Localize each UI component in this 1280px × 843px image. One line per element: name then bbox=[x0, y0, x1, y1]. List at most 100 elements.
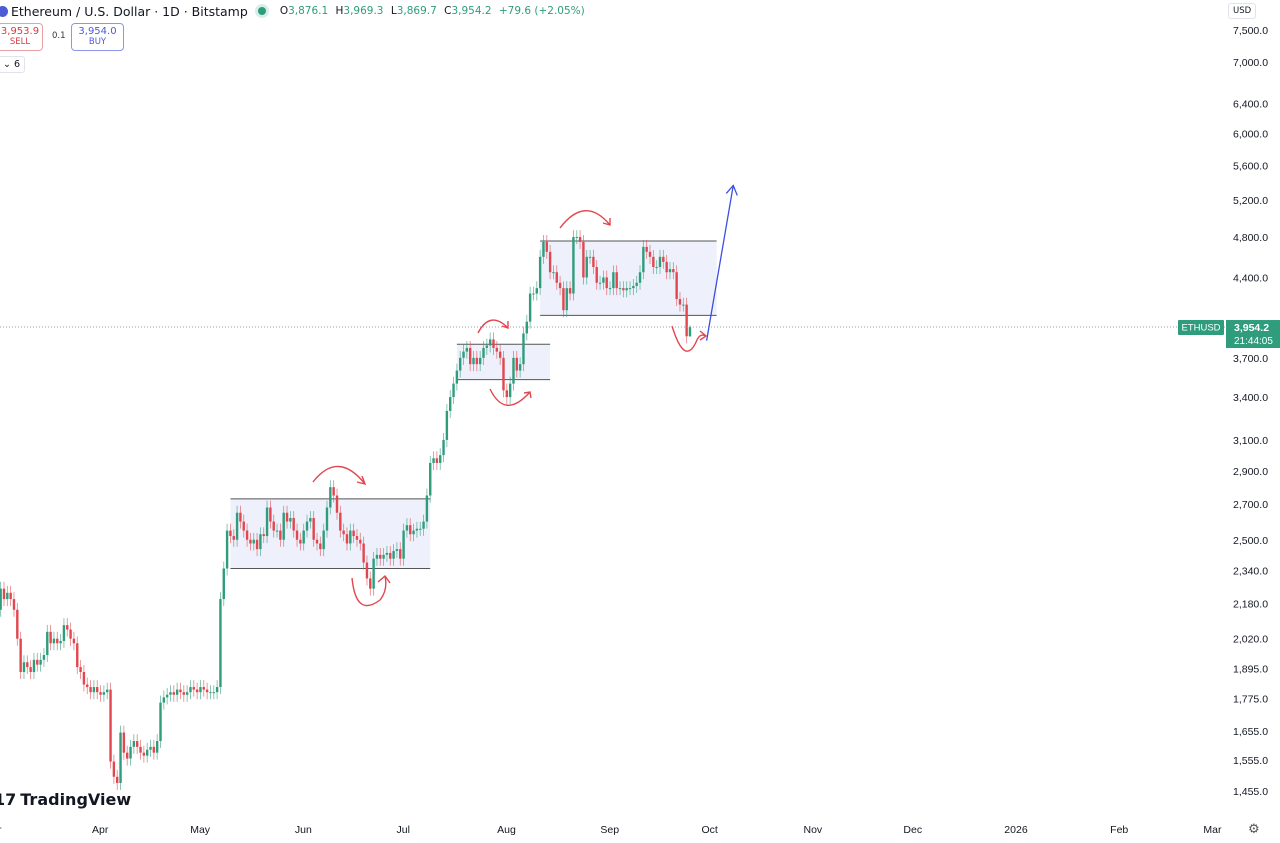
symbol-title[interactable]: Ethereum / U.S. Dollar · 1D · Bitstamp bbox=[11, 3, 248, 19]
candle-body bbox=[106, 689, 109, 693]
candle-body bbox=[615, 272, 618, 289]
candle-body bbox=[515, 357, 519, 371]
candle-body bbox=[6, 592, 9, 600]
candle-body bbox=[219, 599, 222, 688]
sell-button[interactable]: 3,953.9 SELL bbox=[0, 23, 43, 51]
candle-body bbox=[292, 518, 295, 531]
candle-body bbox=[628, 288, 632, 290]
candle-body bbox=[605, 277, 608, 289]
candle-body bbox=[419, 528, 422, 530]
candle-body bbox=[622, 288, 625, 291]
candle-body bbox=[409, 525, 412, 535]
curved-arrows bbox=[312, 210, 708, 607]
candle-body bbox=[152, 746, 156, 753]
close-label: C bbox=[444, 5, 452, 17]
candle-body bbox=[89, 687, 92, 693]
indicators-toggle[interactable]: ⌄ 6 bbox=[0, 56, 26, 73]
candle-body bbox=[445, 410, 449, 440]
currency-selector[interactable]: USD bbox=[1228, 3, 1257, 19]
high-label: H bbox=[335, 5, 344, 17]
candle-body bbox=[129, 746, 132, 759]
candle-body bbox=[558, 282, 562, 289]
buy-button[interactable]: 3,954.0 BUY bbox=[71, 23, 124, 51]
time-tick-label: Mar bbox=[1203, 824, 1222, 836]
curved-arrow-icon bbox=[312, 465, 367, 486]
curved-arrow-icon bbox=[351, 574, 391, 607]
candle-body bbox=[505, 390, 509, 398]
candle-body bbox=[199, 687, 202, 693]
candle-body bbox=[195, 689, 199, 693]
candle-body bbox=[299, 539, 302, 544]
candle-body bbox=[618, 288, 622, 290]
candle-body bbox=[525, 321, 528, 334]
candle-body bbox=[222, 568, 225, 600]
candle-body bbox=[159, 702, 162, 742]
candle-body bbox=[512, 357, 515, 384]
candle-body bbox=[548, 251, 552, 273]
price-tick-label: 4,400.0 bbox=[1233, 272, 1268, 284]
candle-body bbox=[498, 351, 502, 358]
candle-body bbox=[625, 288, 628, 291]
ohlc-values: O3,876.1 H3,969.3 L3,869.7 C3,954.2 +79.… bbox=[276, 5, 585, 17]
candle-body bbox=[122, 732, 126, 753]
candle-body bbox=[492, 339, 495, 348]
open-label: O bbox=[279, 5, 289, 17]
candle-body bbox=[462, 351, 465, 358]
candle-body bbox=[655, 267, 658, 269]
candle-body bbox=[36, 659, 39, 665]
candle-body bbox=[365, 562, 369, 579]
settings-gear-icon[interactable]: ⚙ bbox=[1248, 822, 1260, 837]
candle-body bbox=[315, 539, 319, 544]
candle-body bbox=[0, 588, 2, 610]
candle-body bbox=[572, 237, 575, 294]
candle-body bbox=[202, 687, 205, 690]
candle-body bbox=[79, 667, 82, 673]
candle-body bbox=[485, 345, 489, 348]
price-tick-label: 5,200.0 bbox=[1233, 195, 1268, 207]
candle-body bbox=[578, 237, 582, 242]
candle-body bbox=[185, 692, 189, 695]
candle-body bbox=[82, 672, 86, 685]
candle-body bbox=[638, 272, 642, 283]
candle-body bbox=[379, 554, 382, 559]
candle-body bbox=[289, 518, 292, 522]
candle-body bbox=[272, 521, 275, 531]
candle-body bbox=[442, 439, 445, 456]
price-tick-label: 7,000.0 bbox=[1233, 57, 1268, 69]
candle-body bbox=[12, 599, 16, 610]
candle-body bbox=[562, 288, 565, 311]
candle-body bbox=[482, 347, 485, 358]
time-axis[interactable]: r Apr May Jun Jul Aug Sep Oct Nov Dec 2026 Feb Mar bbox=[0, 824, 1222, 836]
candle-body bbox=[402, 530, 405, 559]
candle-body bbox=[26, 662, 29, 668]
candle-body bbox=[475, 357, 479, 365]
candle-body bbox=[449, 397, 452, 411]
candle-body bbox=[535, 288, 538, 294]
candle-body bbox=[465, 347, 469, 352]
candle-body bbox=[259, 534, 262, 550]
trend-arrow bbox=[705, 184, 738, 341]
tradingview-logo-icon: 17 bbox=[0, 790, 17, 809]
buy-label: BUY bbox=[88, 37, 107, 47]
candle-body bbox=[652, 256, 655, 268]
candle-body bbox=[56, 638, 59, 644]
candle-body bbox=[182, 692, 186, 695]
market-open-status-icon bbox=[257, 7, 266, 15]
time-tick-label: Dec bbox=[903, 824, 922, 836]
candle-body bbox=[385, 552, 389, 555]
candle-body bbox=[432, 458, 435, 463]
range-zone bbox=[540, 240, 717, 316]
candle-body bbox=[99, 692, 102, 695]
tradingview-logo[interactable]: 17 TradingView bbox=[0, 790, 131, 809]
price-tick-label: 6,400.0 bbox=[1233, 99, 1268, 111]
price-axis[interactable]: 7,500.0 7,000.0 6,400.0 6,000.0 5,600.0 5,200… bbox=[1233, 25, 1268, 798]
brand-name: TradingView bbox=[20, 790, 132, 809]
candle-body bbox=[662, 256, 665, 262]
candle-body bbox=[332, 487, 335, 496]
change-value: +79.6 (+2.05%) bbox=[498, 5, 585, 17]
price-tick-label: 3,100.0 bbox=[1233, 435, 1268, 447]
candle-body bbox=[685, 304, 688, 337]
candle-body bbox=[252, 539, 255, 544]
candle-body bbox=[242, 521, 245, 531]
